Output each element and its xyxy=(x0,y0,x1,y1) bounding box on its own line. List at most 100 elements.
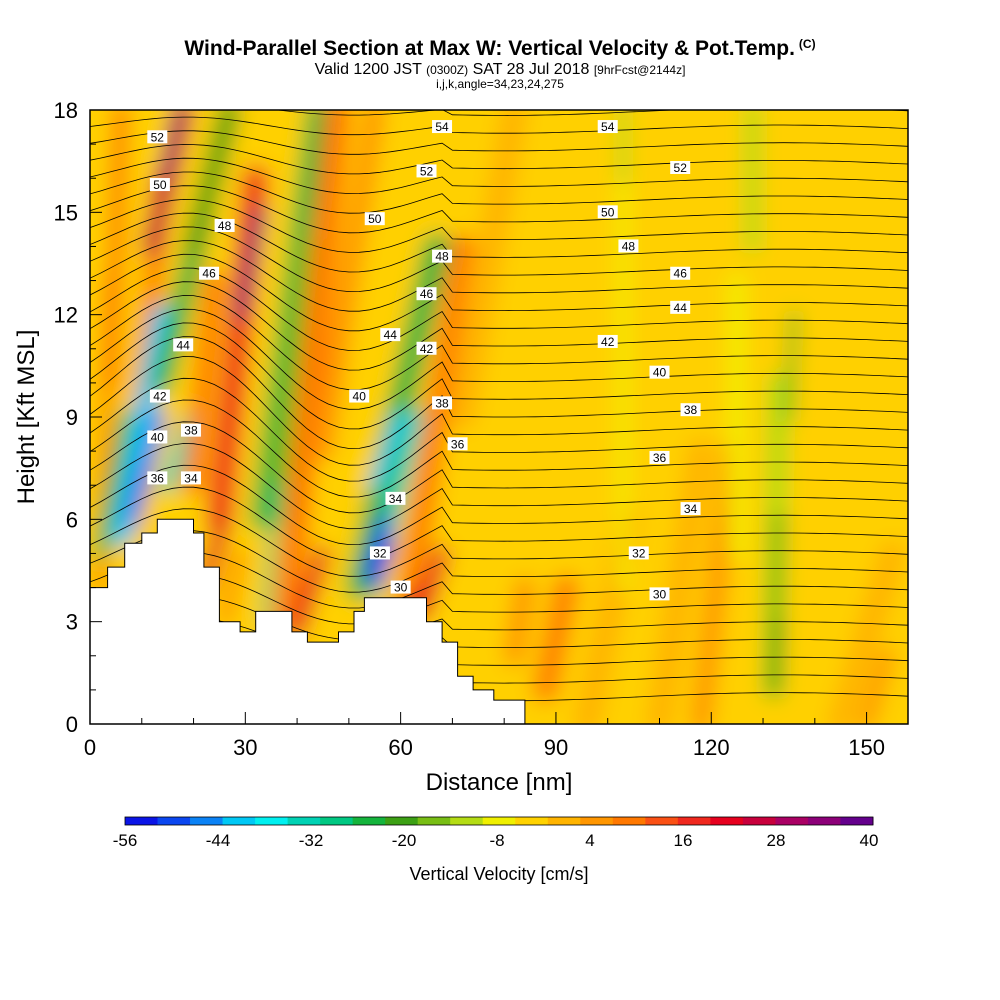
chart-subtitle-valid: Valid 1200 JST (0300Z) SAT 28 Jul 2018 [… xyxy=(314,61,686,78)
contour-label: 36 xyxy=(447,437,468,451)
contour-label: 48 xyxy=(432,250,453,264)
contour-label: 32 xyxy=(369,546,390,560)
svg-text:34: 34 xyxy=(684,502,698,516)
svg-text:36: 36 xyxy=(653,451,667,465)
contour-label: 54 xyxy=(432,120,453,134)
svg-text:50: 50 xyxy=(601,205,615,219)
svg-text:36: 36 xyxy=(151,471,165,485)
colorbar-swatch xyxy=(710,817,744,825)
x-tick-label: 90 xyxy=(544,735,568,760)
y-tick-label: 15 xyxy=(54,200,78,225)
contour-label: 50 xyxy=(364,212,385,226)
contour-label: 46 xyxy=(416,287,437,301)
colorbar-swatch xyxy=(157,817,191,825)
colorbar-label: Vertical Velocity [cm/s] xyxy=(409,864,588,884)
contour-label: 46 xyxy=(199,266,220,281)
chart-subtitle-ijk: i,j,k,angle=34,23,24,275 xyxy=(436,77,564,91)
y-axis-label: Height [Kft MSL] xyxy=(13,330,40,505)
y-tick-label: 3 xyxy=(66,610,78,635)
svg-text:36: 36 xyxy=(451,437,465,451)
x-tick-label: 60 xyxy=(388,735,412,760)
svg-text:48: 48 xyxy=(218,219,232,233)
svg-text:46: 46 xyxy=(674,267,688,281)
x-tick-label: 0 xyxy=(84,735,96,760)
svg-text:52: 52 xyxy=(420,164,434,178)
svg-text:32: 32 xyxy=(632,546,646,560)
contour-label: 42 xyxy=(597,334,618,349)
svg-text:44: 44 xyxy=(384,328,398,342)
y-tick-label: 9 xyxy=(66,405,78,430)
colorbar-swatch xyxy=(807,817,841,825)
svg-text:52: 52 xyxy=(151,130,165,144)
colorbar-swatch xyxy=(190,817,224,825)
svg-text:40: 40 xyxy=(353,390,367,404)
y-tick-label: 0 xyxy=(66,712,78,737)
contour-label: 50 xyxy=(597,205,618,219)
contour-label: 36 xyxy=(649,450,670,465)
y-tick-label: 12 xyxy=(54,303,78,328)
svg-text:38: 38 xyxy=(184,424,198,438)
svg-text:30: 30 xyxy=(394,581,408,595)
contour-label: 40 xyxy=(649,365,670,380)
contour-label: 48 xyxy=(214,218,235,233)
contour-label: 52 xyxy=(416,164,437,178)
colorbar-swatch xyxy=(352,817,386,825)
contour-label: 38 xyxy=(180,423,201,438)
colorbar-swatch xyxy=(287,817,321,825)
svg-text:50: 50 xyxy=(153,178,167,192)
colorbar-swatch xyxy=(222,817,256,825)
colorbar-tick-label: -56 xyxy=(113,831,138,850)
y-tick-label: 6 xyxy=(66,507,78,532)
svg-text:38: 38 xyxy=(435,396,449,410)
svg-text:38: 38 xyxy=(684,403,698,417)
svg-text:42: 42 xyxy=(420,342,434,356)
colorbar-swatch xyxy=(840,817,874,825)
colorbar-swatch xyxy=(645,817,679,825)
contour-label: 46 xyxy=(670,266,691,281)
svg-text:42: 42 xyxy=(601,335,615,349)
colorbar-tick-label: 4 xyxy=(585,831,594,850)
contour-label: 34 xyxy=(680,502,701,516)
svg-text:32: 32 xyxy=(373,546,387,560)
svg-text:54: 54 xyxy=(601,120,615,134)
svg-text:50: 50 xyxy=(368,212,382,226)
colorbar-tick-label: 28 xyxy=(767,831,786,850)
colorbar-swatch xyxy=(417,817,451,825)
x-tick-label: 30 xyxy=(233,735,257,760)
x-tick-label: 120 xyxy=(693,735,730,760)
x-tick-label: 150 xyxy=(848,735,885,760)
chart-title: Wind-Parallel Section at Max W: Vertical… xyxy=(184,37,816,60)
colorbar-swatch xyxy=(775,817,809,825)
svg-text:42: 42 xyxy=(153,390,167,404)
colorbar-swatch xyxy=(580,817,614,825)
svg-text:40: 40 xyxy=(151,430,165,444)
colorbar-swatch xyxy=(482,817,516,825)
svg-text:46: 46 xyxy=(202,267,216,281)
contour-label: 36 xyxy=(147,471,168,485)
colorbar-swatch xyxy=(385,817,419,825)
potential-temperature-contours xyxy=(90,110,908,704)
x-axis-label: Distance [nm] xyxy=(426,769,573,796)
contour-label: 52 xyxy=(670,160,691,175)
contour-label: 44 xyxy=(380,328,401,342)
contour-label: 34 xyxy=(385,491,406,506)
svg-text:52: 52 xyxy=(674,161,688,175)
contour-label: 30 xyxy=(649,587,670,601)
contour-labels: 52 50 48 46 44 42 40 38 36 34 54 52 50 48 46 44 42 40 38 36… xyxy=(147,120,701,601)
colorbar-tick-label: -32 xyxy=(299,831,324,850)
colorbar-swatch xyxy=(255,817,289,825)
terrain-mask xyxy=(89,518,526,725)
contour-label: 38 xyxy=(680,403,701,417)
colorbar: -56 -44 -32 -20 -8 4 16 28 40 xyxy=(113,816,879,850)
colorbar-tick-label: -20 xyxy=(392,831,417,850)
svg-text:54: 54 xyxy=(435,120,449,134)
contour-label: 54 xyxy=(597,120,618,134)
colorbar-tick-label: -44 xyxy=(206,831,231,850)
colorbar-tick-label: 40 xyxy=(860,831,879,850)
colorbar-swatch xyxy=(742,817,776,825)
contour-label: 38 xyxy=(432,396,453,410)
contour-label: 40 xyxy=(349,389,370,404)
svg-text:48: 48 xyxy=(622,239,636,253)
